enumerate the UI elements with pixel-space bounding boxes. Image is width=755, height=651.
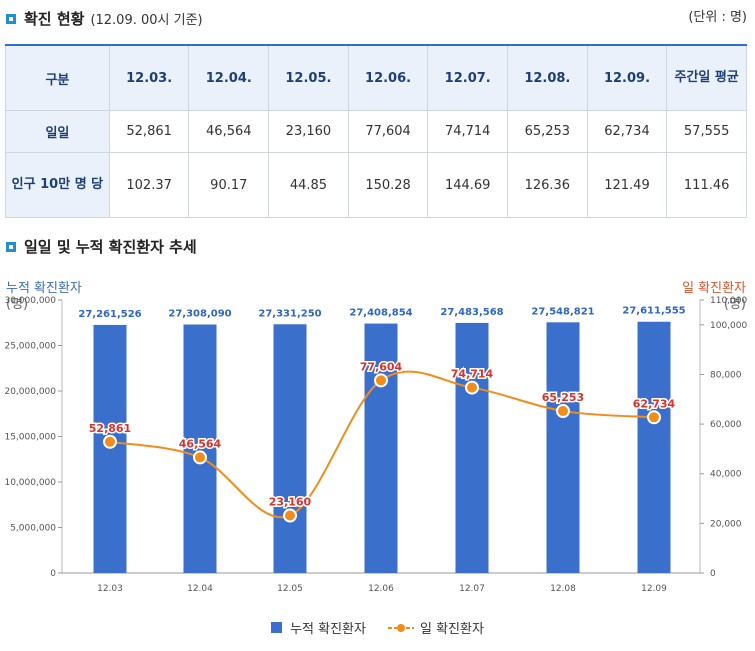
bar-cumulative [455,322,489,573]
section-square-icon [6,241,16,252]
table-cell: 102.37 [108,152,190,218]
table-cell: 62,734 [586,110,668,153]
bar-cumulative [273,324,307,573]
status-table: 구분 12.03. 12.04. 12.05. 12.06. 12.07. 12… [5,44,747,218]
bar-value-label: 27,548,821 [531,306,594,317]
table-cell: 65,253 [507,110,588,153]
bar-value-label: 27,483,568 [440,307,503,318]
table-header-cell: 12.09. [586,44,668,111]
daily-value-label: 46,564 [179,437,222,450]
bar-cumulative [93,324,127,573]
table-cell: 144.69 [427,152,509,218]
trend-chart: 누적 확진환자(명)일 확진환자(명)05,000,00010,000,0001… [4,281,747,594]
legend-bar-label: 누적 확진환자 [290,622,366,637]
bar-value-label: 27,261,526 [78,309,141,320]
table-row: 인구 10만 명 당 102.37 90.17 44.85 150.28 144… [5,152,747,218]
chart-section-title: 일일 및 누적 확진환자 추세 [24,238,197,256]
table-cell: 46,564 [188,110,270,153]
table-header-cell: 12.04. [188,44,270,111]
daily-point [193,450,207,465]
left-tick-label: 10,000,000 [4,478,56,488]
legend-line-label: 일 확진환자 [419,622,484,637]
bar-cumulative [364,323,398,573]
daily-value-label: 23,160 [269,496,312,509]
table-header-row: 구분 12.03. 12.04. 12.05. 12.06. 12.07. 12… [5,44,747,111]
x-tick-label: 12.08 [550,584,576,594]
daily-value-label: 74,714 [451,368,494,381]
left-tick-label: 0 [50,569,56,579]
right-axis-title: 일 확진환자 [682,281,746,296]
row-label: 인구 10만 명 당 [5,152,110,218]
table-header-cell: 주간일 평균 [666,44,747,111]
bar-value-label: 27,331,250 [258,308,321,319]
left-tick-label: 15,000,000 [4,433,56,443]
right-tick-label: 100,000 [710,321,747,331]
table-row: 일일 52,861 46,564 23,160 77,604 74,714 65… [5,110,747,153]
right-tick-label: 110,000 [710,296,747,306]
daily-point [465,380,479,395]
table-cell: 90.17 [188,152,270,218]
table-cell: 126.36 [507,152,588,218]
right-tick-label: 20,000 [710,519,742,529]
table-cell: 111.46 [666,152,747,218]
daily-point [556,404,570,419]
table-header-cell: 12.03. [108,44,190,111]
section-square-icon [6,13,16,24]
daily-point [647,410,661,425]
right-axis-unit: (명) [724,297,746,312]
table-cell: 52,861 [108,110,190,153]
chart-header: 일일 및 누적 확진환자 추세 [6,236,197,257]
left-tick-label: 30,000,000 [4,296,56,306]
x-tick-label: 12.06 [368,584,394,594]
daily-value-label: 52,861 [89,422,131,435]
x-tick-label: 12.07 [459,584,485,594]
chart-legend: 누적 확진환자 일 확진환자 [0,618,755,637]
table-header-cell: 12.05. [268,44,349,111]
unit-label: (단위 : 명) [688,10,747,25]
bar-value-label: 27,308,090 [168,308,231,319]
bar-cumulative [637,321,671,573]
table-cell: 44.85 [268,152,349,218]
table-cell: 77,604 [347,110,429,153]
daily-point [374,373,388,388]
left-axis-title: 누적 확진환자 [6,281,82,296]
table-header-cell: 12.06. [347,44,429,111]
bar-value-label: 27,408,854 [349,308,412,319]
section-subtitle: (12.09. 00시 기준) [90,13,203,28]
daily-point [283,508,297,523]
table-header-cell: 구분 [5,44,110,111]
right-tick-label: 80,000 [710,370,742,380]
status-header: 확진 현황 (12.09. 00시 기준) [6,8,203,29]
table-header-cell: 12.07. [427,44,509,111]
table-cell: 121.49 [586,152,668,218]
x-tick-label: 12.05 [277,584,303,594]
left-tick-label: 5,000,000 [10,524,56,534]
bar-value-label: 27,611,555 [622,306,685,317]
table-header-cell: 12.08. [507,44,588,111]
x-tick-label: 12.04 [187,584,213,594]
table-cell: 57,555 [666,110,747,153]
bar-cumulative [546,322,580,573]
right-tick-label: 40,000 [710,470,742,480]
section-title: 확진 현황 [24,10,85,28]
legend-line-swatch [387,623,414,632]
bar-cumulative [183,324,217,573]
daily-point [103,434,117,449]
left-tick-label: 25,000,000 [4,342,56,352]
legend-bar-swatch [271,622,283,633]
right-tick-label: 60,000 [710,420,742,430]
left-tick-label: 20,000,000 [4,387,56,397]
right-tick-label: 0 [710,569,716,579]
daily-value-label: 77,604 [360,360,403,373]
daily-value-label: 65,253 [542,391,584,404]
daily-value-label: 62,734 [633,397,676,410]
left-axis-unit: (명) [6,297,28,312]
table-cell: 74,714 [427,110,509,153]
table-cell: 23,160 [268,110,349,153]
row-label: 일일 [5,110,110,153]
x-tick-label: 12.09 [641,584,667,594]
table-cell: 150.28 [347,152,429,218]
x-tick-label: 12.03 [97,584,123,594]
